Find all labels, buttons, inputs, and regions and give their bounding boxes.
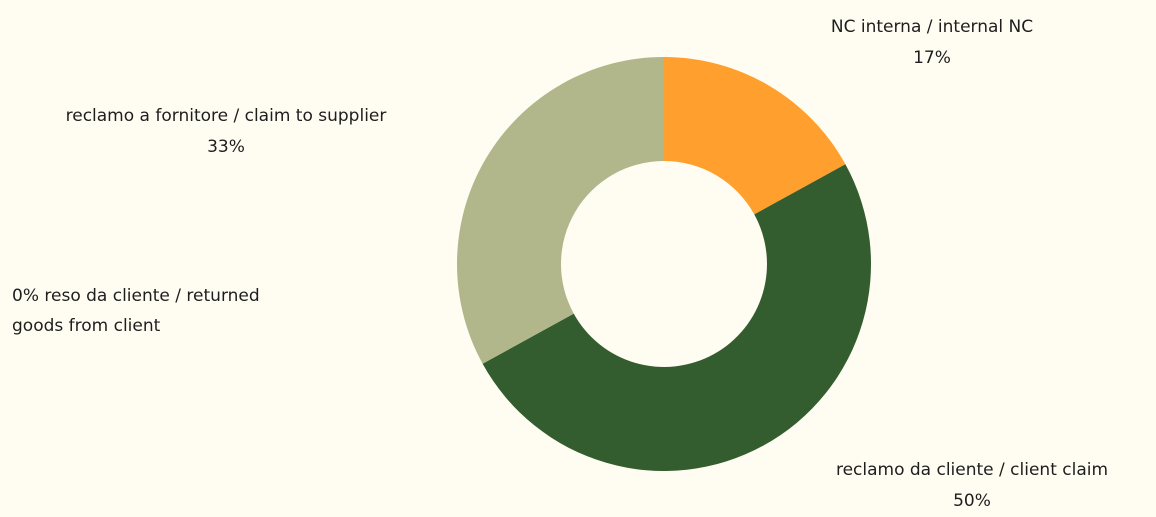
category-label: reso da cliente / returned goods from cl… [12,286,260,336]
donut-slice [482,164,872,472]
value-label: 33% [207,137,245,157]
value-label: 50% [953,491,991,511]
value-label: 0% [12,286,39,306]
category-label: NC interna / internal NC [830,17,1034,37]
slice-label: NC interna / internal NC 17% [831,12,1033,74]
slice-label: reclamo a fornitore / claim to supplier 3… [66,101,387,163]
slice-label: reclamo da cliente / client claim 50% [836,455,1108,517]
category-label: reclamo a fornitore / claim to supplier [65,106,387,126]
category-label: reclamo da cliente / client claim [835,460,1109,480]
value-label: 17% [913,48,951,68]
donut-slice [457,57,664,364]
donut-slice [664,57,846,215]
slice-label: 0% reso da cliente / returned goods from… [12,281,302,341]
